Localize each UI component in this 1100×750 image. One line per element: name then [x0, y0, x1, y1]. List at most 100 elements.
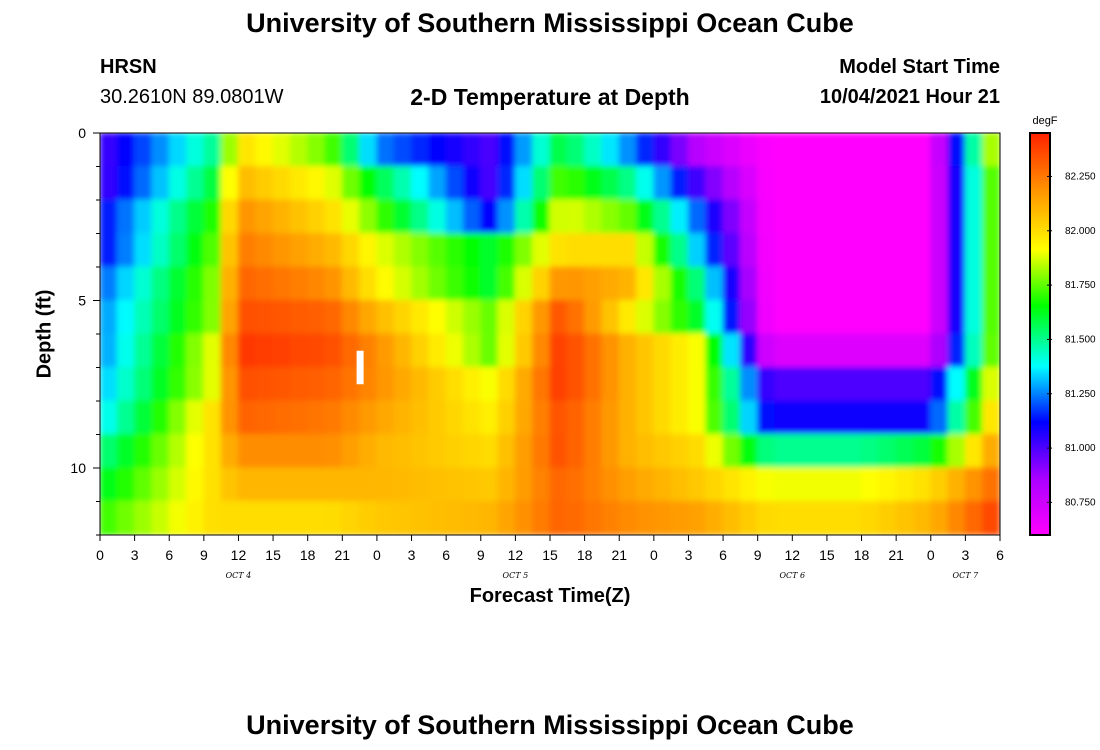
heatmap-cell [134, 467, 153, 502]
heatmap-cell [462, 133, 482, 167]
heatmap-cell [895, 266, 914, 301]
heatmap-cell [134, 400, 153, 435]
heatmap-cell [220, 434, 239, 469]
heatmap-cell [428, 367, 447, 402]
heatmap-cell [289, 266, 309, 301]
heatmap-cell [636, 400, 655, 435]
heatmap-cell [324, 467, 343, 502]
heatmap-cell [341, 400, 361, 435]
heatmap-cell [116, 166, 136, 201]
heatmap-cell [843, 400, 863, 435]
heatmap-cell [307, 434, 326, 469]
heatmap-cell [255, 501, 274, 535]
heatmap-cell [307, 333, 326, 368]
heatmap-cell [601, 266, 620, 301]
heatmap-cell [826, 166, 845, 201]
heatmap-cell [203, 367, 222, 402]
heatmap-cell [653, 199, 672, 234]
heatmap-cell [307, 199, 326, 234]
heatmap-cell [584, 133, 603, 167]
heatmap-cell [964, 199, 984, 234]
heatmap-cell [514, 400, 534, 435]
heatmap-cell [774, 434, 793, 469]
heatmap-cell [514, 233, 534, 268]
heatmap-cell [636, 501, 655, 535]
heatmap-cell [359, 434, 378, 469]
heatmap-cell [843, 199, 863, 234]
x-tick-label: 12 [231, 547, 247, 563]
heatmap-cell [895, 467, 914, 502]
heatmap-cell [237, 199, 257, 234]
heatmap-cell [757, 266, 776, 301]
heatmap-cell [982, 166, 1000, 201]
heatmap-cell [289, 199, 309, 234]
heatmap-cell [670, 501, 689, 535]
colorbar-tick-label: 81.250 [1065, 389, 1096, 400]
heatmap-cell [272, 233, 291, 268]
heatmap-cell [341, 434, 361, 469]
heatmap-cell [947, 199, 966, 234]
heatmap-cell [411, 400, 430, 435]
heatmap-cell [895, 133, 914, 167]
heatmap-cell [532, 333, 551, 368]
heatmap-cell [791, 501, 811, 535]
heatmap-cell [445, 467, 464, 502]
heatmap-cell [220, 333, 239, 368]
heatmap-cell [237, 434, 257, 469]
heatmap-cell [237, 367, 257, 402]
heatmap-cell [912, 333, 932, 368]
heatmap-cell [324, 434, 343, 469]
heatmap-cell [100, 333, 118, 368]
heatmap-cell [982, 400, 1000, 435]
heatmap-cell [480, 166, 499, 201]
heatmap-cell [809, 266, 828, 301]
heatmap-cell [445, 434, 464, 469]
heatmap-cell [584, 266, 603, 301]
heatmap-cell [618, 166, 638, 201]
x-tick-label: 6 [996, 547, 1004, 563]
heatmap-cell [445, 367, 464, 402]
heatmap-cell [912, 199, 932, 234]
heatmap-cell [791, 266, 811, 301]
heatmap-cell [809, 300, 828, 335]
heatmap-cell [739, 166, 759, 201]
heatmap-cell [272, 467, 291, 502]
heatmap-cell [739, 233, 759, 268]
heatmap-cell [376, 199, 395, 234]
heatmap-cell [497, 133, 516, 167]
heatmap-cell [947, 434, 966, 469]
heatmap-cell [791, 434, 811, 469]
heatmap-cell [618, 501, 638, 535]
heatmap-cell [739, 199, 759, 234]
heatmap-cell [982, 199, 1000, 234]
heatmap-cell [791, 233, 811, 268]
heatmap-cell [826, 300, 845, 335]
heatmap-cell [480, 333, 499, 368]
heatmap-cell [895, 166, 914, 201]
heatmap-cell [116, 434, 136, 469]
heatmap-cell [151, 333, 170, 368]
heatmap-cell [584, 367, 603, 402]
heatmap-cell [757, 233, 776, 268]
heatmap-cell [687, 133, 707, 167]
heatmap-cell [359, 133, 378, 167]
heatmap-cell [826, 400, 845, 435]
heatmap-cell [168, 199, 188, 234]
heatmap-cell [272, 166, 291, 201]
x-tick-label: 15 [542, 547, 558, 563]
heatmap-cell [255, 266, 274, 301]
x-tick-label: 21 [611, 547, 627, 563]
heatmap-cells [100, 133, 1000, 535]
colorbar-tick-label: 81.750 [1065, 280, 1096, 291]
heatmap-cell [220, 400, 239, 435]
heatmap-cell [480, 400, 499, 435]
heatmap-cell [116, 400, 136, 435]
heatmap-cell [757, 400, 776, 435]
heatmap-cell [826, 367, 845, 402]
heatmap-cell [445, 400, 464, 435]
heatmap-cell [203, 266, 222, 301]
date-label: OCT 4 [226, 571, 252, 580]
heatmap-cell [480, 233, 499, 268]
heatmap-cell [307, 133, 326, 167]
